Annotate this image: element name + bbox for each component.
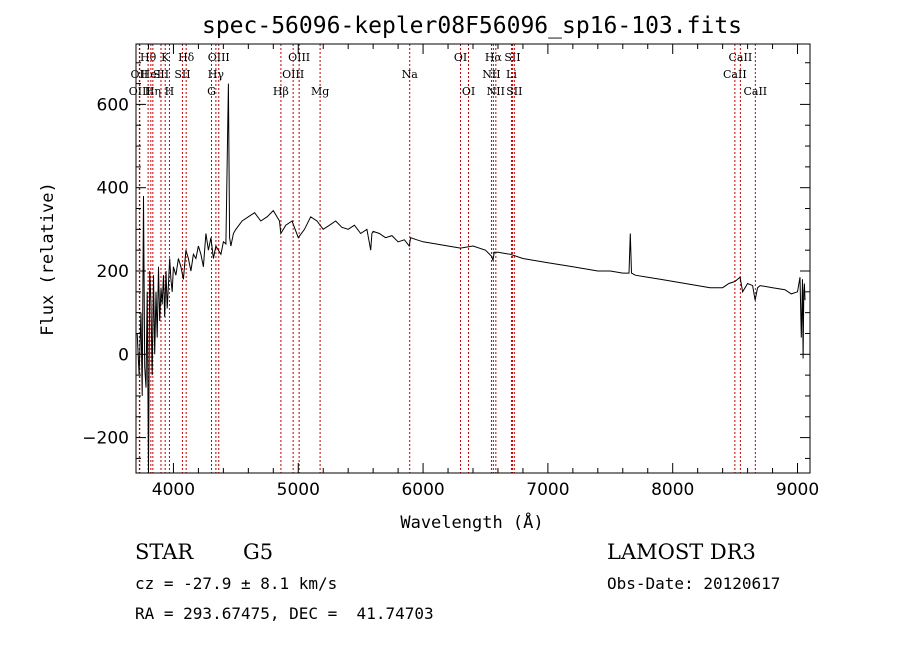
emission-line-label-3: HeI (141, 68, 161, 81)
emission-line-label-23: Li (506, 68, 517, 81)
emission-line-label-20: Hα (485, 51, 503, 64)
axes: 4000 5000 6000 7000 8000 9000 −200 0 200 400 600 (82, 43, 819, 500)
emission-line-label-2: OIII (129, 85, 151, 98)
emission-line-label-14: OIII (282, 68, 304, 81)
plot-frame (135, 43, 811, 474)
emission-line-markers: HθOIIOIIIHeIHηKSIIHHδSIIOIIIHγGOIIIOIIIH… (129, 44, 767, 473)
emission-line-label-27: CaII (723, 68, 747, 81)
emission-line-label-13: OIII (288, 51, 310, 64)
x-tick-label-2: 6000 (401, 480, 444, 500)
emission-line-label-15: Hβ (273, 85, 289, 98)
x-tick-label-1: 5000 (277, 480, 320, 500)
object-class: STAR (135, 540, 194, 564)
emission-line-label-8: Hδ (178, 51, 195, 64)
emission-line-label-22: NII (482, 68, 500, 81)
emission-line-label-26: CaII (729, 51, 753, 64)
emission-line-label-12: G (207, 85, 216, 98)
emission-line-label-21: SII (504, 51, 520, 64)
x-tick-label-0: 4000 (152, 480, 195, 500)
emission-line-label-9: SII (174, 68, 190, 81)
emission-line-label-19: OI (462, 85, 475, 98)
x-tick-label-5: 9000 (776, 480, 819, 500)
redshift-value: cz = -27.9 ± 8.1 km/s (135, 574, 338, 593)
emission-line-label-11: Hγ (208, 68, 225, 81)
emission-line-label-28: CaII (743, 85, 767, 98)
y-axis-label: Flux (relative) (38, 182, 58, 336)
x-tick-label-3: 7000 (526, 480, 569, 500)
y-tick-label-3: 400 (97, 179, 129, 199)
observation-date: Obs-Date: 20120617 (607, 574, 781, 593)
emission-line-label-5: K (161, 51, 170, 64)
emission-line-label-18: OI (454, 51, 467, 64)
emission-line-label-16: Mg (311, 85, 329, 98)
y-tick-label-0: −200 (82, 429, 129, 449)
y-tick-label-1: 0 (118, 345, 129, 365)
sky-coordinates: RA = 293.67475, DEC = 41.74703 (135, 604, 434, 623)
flux-line (136, 83, 806, 471)
emission-line-label-17: Na (402, 68, 419, 81)
flux-series (136, 83, 806, 471)
emission-line-label-24: NII (487, 85, 505, 98)
emission-line-label-6: SII (153, 68, 169, 81)
emission-line-label-10: OIII (208, 51, 230, 64)
emission-line-label-0: Hθ (140, 51, 157, 64)
y-tick-label-4: 600 (97, 95, 129, 115)
emission-line-label-25: SII (506, 85, 522, 98)
emission-line-label-1: OII (131, 68, 149, 81)
x-tick-label-4: 8000 (651, 480, 694, 500)
emission-line-label-7: H (165, 85, 175, 98)
chart-title: spec-56096-kepler08F56096_sp16-103.fits (202, 13, 742, 39)
survey-name: LAMOST DR3 (607, 540, 756, 564)
spectral-subclass: G5 (243, 540, 274, 564)
x-axis-label: Wavelength (Å) (400, 511, 543, 533)
emission-line-label-4: Hη (145, 85, 161, 98)
y-tick-label-2: 200 (97, 262, 129, 282)
